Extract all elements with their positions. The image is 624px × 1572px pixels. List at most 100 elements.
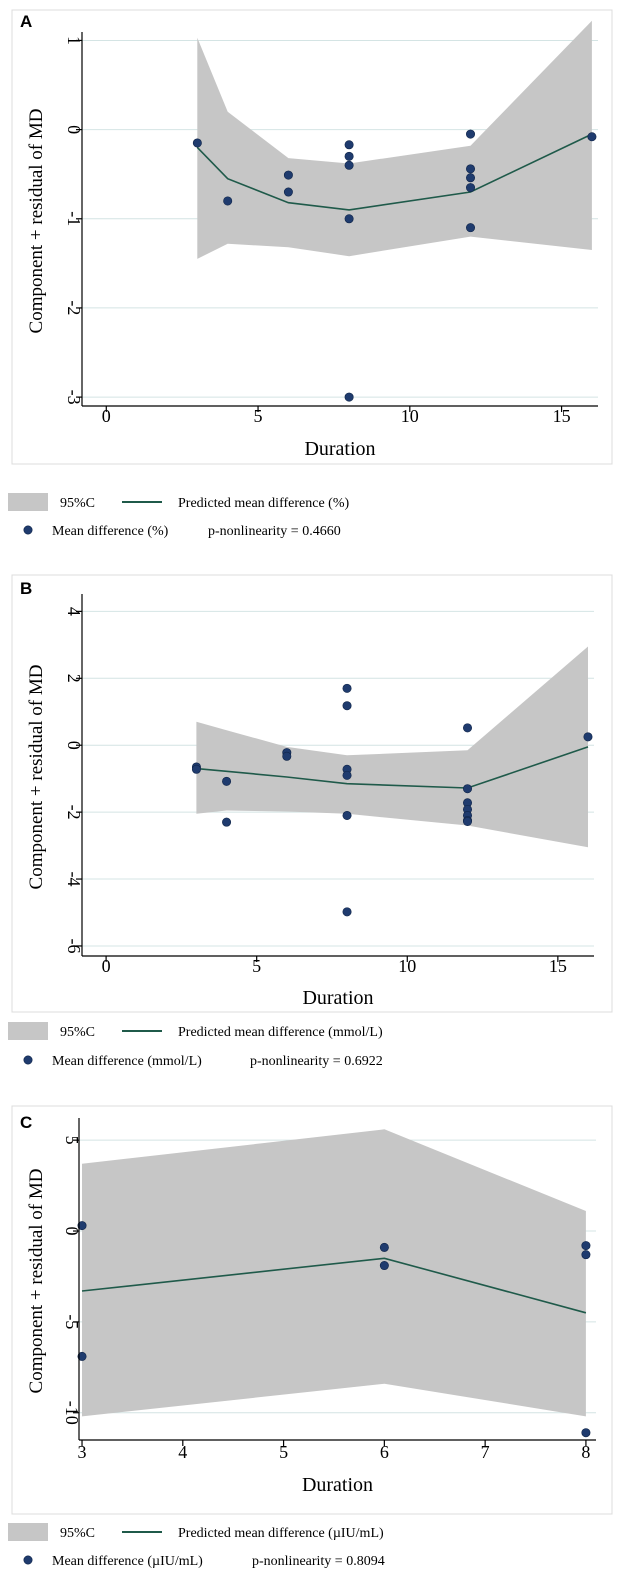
- y-tick-label: -3: [64, 390, 84, 405]
- data-point: [581, 1241, 591, 1251]
- legend-point-swatch: [23, 1055, 33, 1065]
- y-axis-title: Component + residual of MD: [26, 1169, 47, 1394]
- ci-band: [82, 1129, 586, 1417]
- data-point: [463, 723, 473, 733]
- fit-line: [196, 746, 589, 789]
- legend-ci-swatch: [8, 1022, 48, 1040]
- x-tick-label: 8: [581, 1442, 590, 1462]
- data-point: [77, 1351, 87, 1361]
- data-point: [466, 164, 476, 174]
- ci-band: [196, 646, 588, 848]
- x-tick-label: 5: [279, 1442, 288, 1462]
- y-tick-label: 4: [64, 607, 84, 616]
- data-point: [344, 140, 354, 150]
- data-point: [342, 701, 352, 711]
- legend-points-label: Mean difference (mmol/L): [52, 1054, 202, 1069]
- y-tick-label: -4: [64, 872, 84, 887]
- x-tick-label: 6: [380, 1442, 389, 1462]
- panel-letter: A: [20, 12, 32, 31]
- y-tick-label: -2: [64, 300, 84, 315]
- data-point: [342, 770, 352, 780]
- x-tick-label: 5: [252, 956, 261, 976]
- x-axis-title: Duration: [302, 987, 373, 1009]
- y-tick-label: -1: [64, 211, 84, 226]
- data-point: [77, 1221, 87, 1231]
- panel-c: C 3 4 5 6 7 8 5 0 -5 -10 Duration Component + residu…: [8, 1105, 613, 1569]
- data-point: [581, 1428, 591, 1438]
- data-point: [191, 764, 201, 774]
- y-axis-title: Component + residual of MD: [26, 665, 47, 890]
- legend-pvalue: p-nonlinearity = 0.4660: [208, 524, 341, 539]
- data-point: [344, 160, 354, 170]
- x-tick-label: 0: [102, 406, 111, 426]
- legend: 95%C Predicted mean difference (µIU/mL) Me…: [8, 1523, 385, 1569]
- legend: 95%C Predicted mean difference (mmol/L) Me…: [8, 1022, 383, 1069]
- y-tick-label: -2: [64, 805, 84, 820]
- legend-pvalue: p-nonlinearity = 0.6922: [250, 1054, 383, 1069]
- y-tick-label: -10: [62, 1401, 82, 1425]
- legend-fit-label: Predicted mean difference (µIU/mL): [178, 1526, 384, 1541]
- x-tick-label: 3: [78, 1442, 87, 1462]
- data-point: [379, 1242, 389, 1252]
- y-axis-title: Component + residual of MD: [26, 109, 47, 334]
- fit-line: [196, 133, 593, 211]
- panel-letter: B: [20, 579, 32, 598]
- data-point: [342, 810, 352, 820]
- y-tick-label: 5: [62, 1136, 82, 1145]
- data-point: [223, 196, 233, 206]
- data-point: [283, 187, 293, 197]
- x-tick-label: 0: [102, 956, 111, 976]
- y-tick-label: 2: [64, 674, 84, 683]
- x-axis-title: Duration: [304, 438, 375, 460]
- data-point: [581, 1250, 591, 1260]
- legend-ci-label: 95%C: [60, 1526, 95, 1541]
- x-axis-title: Duration: [302, 1474, 373, 1496]
- data-point: [466, 129, 476, 139]
- x-tick-label: 15: [549, 956, 567, 976]
- legend-ci-label: 95%C: [60, 1025, 95, 1040]
- y-tick-label: 0: [64, 125, 84, 134]
- panel-letter: C: [20, 1113, 32, 1132]
- data-point: [466, 183, 476, 193]
- ci-band: [197, 20, 592, 259]
- legend-points-label: Mean difference (µIU/mL): [52, 1554, 203, 1569]
- data-point: [282, 751, 292, 761]
- legend-point-swatch: [23, 1555, 33, 1565]
- legend-points-label: Mean difference (%): [52, 524, 169, 539]
- data-point: [222, 776, 232, 786]
- x-tick-label: 10: [401, 406, 419, 426]
- data-point: [466, 173, 476, 183]
- y-tick-label: 0: [64, 741, 84, 750]
- data-point: [379, 1261, 389, 1271]
- data-point: [344, 392, 354, 402]
- legend-fit-label: Predicted mean difference (%): [178, 496, 349, 511]
- y-tick-label: -5: [62, 1314, 82, 1329]
- legend-point-swatch: [23, 525, 33, 535]
- data-point: [463, 816, 473, 826]
- x-tick-label: 15: [553, 406, 571, 426]
- legend-pvalue: p-nonlinearity = 0.8094: [252, 1554, 385, 1569]
- legend: 95%C Predicted mean difference (%) Mean di…: [8, 493, 349, 539]
- data-point: [463, 784, 473, 794]
- y-tick-label: 1: [64, 36, 84, 45]
- data-point: [283, 170, 293, 180]
- data-point: [342, 683, 352, 693]
- legend-fit-label: Predicted mean difference (mmol/L): [178, 1025, 383, 1040]
- y-tick-label: 0: [62, 1227, 82, 1236]
- x-tick-label: 10: [398, 956, 416, 976]
- legend-ci-swatch: [8, 1523, 48, 1541]
- data-point: [342, 907, 352, 917]
- legend-ci-swatch: [8, 493, 48, 511]
- legend-ci-label: 95%C: [60, 496, 95, 511]
- data-point: [587, 132, 597, 142]
- fit-line: [81, 1257, 587, 1314]
- x-tick-label: 7: [481, 1442, 490, 1462]
- data-point: [344, 214, 354, 224]
- y-tick-label: -6: [64, 938, 84, 953]
- data-point: [466, 223, 476, 233]
- x-tick-label: 4: [178, 1442, 187, 1462]
- data-point: [583, 732, 593, 742]
- data-point: [344, 151, 354, 161]
